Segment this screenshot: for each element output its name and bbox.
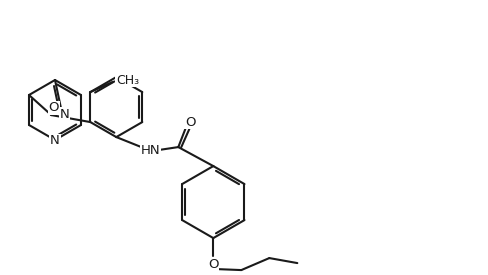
Text: O: O xyxy=(207,258,218,271)
Text: HN: HN xyxy=(140,144,160,156)
Text: CH₃: CH₃ xyxy=(116,74,139,87)
Text: N: N xyxy=(50,134,60,147)
Text: O: O xyxy=(48,101,59,114)
Text: N: N xyxy=(59,108,69,121)
Text: O: O xyxy=(184,116,195,129)
